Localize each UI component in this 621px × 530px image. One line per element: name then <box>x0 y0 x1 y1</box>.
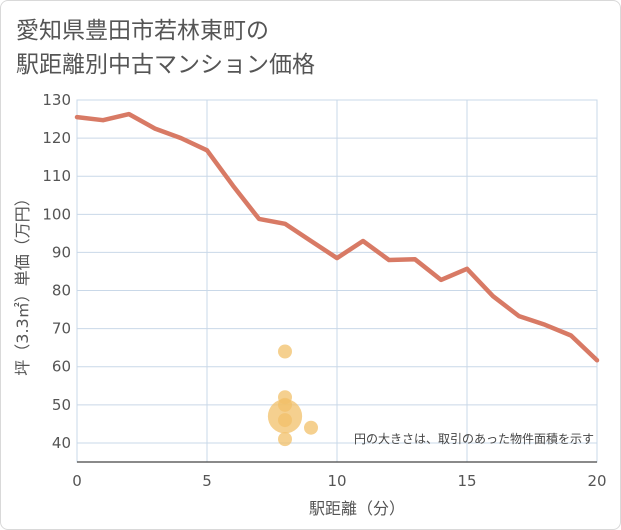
data-bubble <box>278 413 292 428</box>
x-axis-title: 駅距離（分） <box>309 499 405 518</box>
y-tick-label: 100 <box>42 205 71 223</box>
tick-layer: 40 50 60 70 80 90 100 110 120 130 0 5 10 15 20 <box>42 91 606 490</box>
chart-title-line-2: 駅距離別中古マンション価格 <box>16 52 315 78</box>
y-tick-label: 70 <box>52 320 71 338</box>
x-tick-label: 15 <box>457 472 476 490</box>
data-bubble <box>278 432 292 447</box>
chart-title: 愛知県豊田市若林東町の 駅距離別中古マンション価格 <box>16 14 315 82</box>
bubble-size-note: 円の大きさは、取引のあった物件面積を示す <box>354 431 594 446</box>
x-tick-label: 10 <box>327 472 346 490</box>
y-tick-label: 110 <box>42 167 71 185</box>
y-tick-label: 40 <box>52 434 71 452</box>
price-line <box>74 111 600 363</box>
bubble-layer <box>267 344 318 447</box>
x-tick-label: 0 <box>72 472 82 490</box>
data-bubble <box>304 420 318 435</box>
line-layer <box>74 111 600 363</box>
y-axis-title: 坪（3.3㎡）単価（万円） <box>13 190 32 375</box>
data-bubble <box>278 344 292 359</box>
y-tick-label: 130 <box>42 91 71 109</box>
y-tick-label: 50 <box>52 396 71 414</box>
y-tick-label: 80 <box>52 282 71 300</box>
grid-layer <box>76 99 598 463</box>
chart-title-line-1: 愛知県豊田市若林東町の <box>16 18 269 44</box>
y-tick-label: 120 <box>42 129 71 147</box>
x-tick-label: 20 <box>587 472 606 490</box>
y-tick-label: 90 <box>52 243 71 261</box>
x-tick-label: 5 <box>202 472 212 490</box>
y-tick-label: 60 <box>52 358 71 376</box>
